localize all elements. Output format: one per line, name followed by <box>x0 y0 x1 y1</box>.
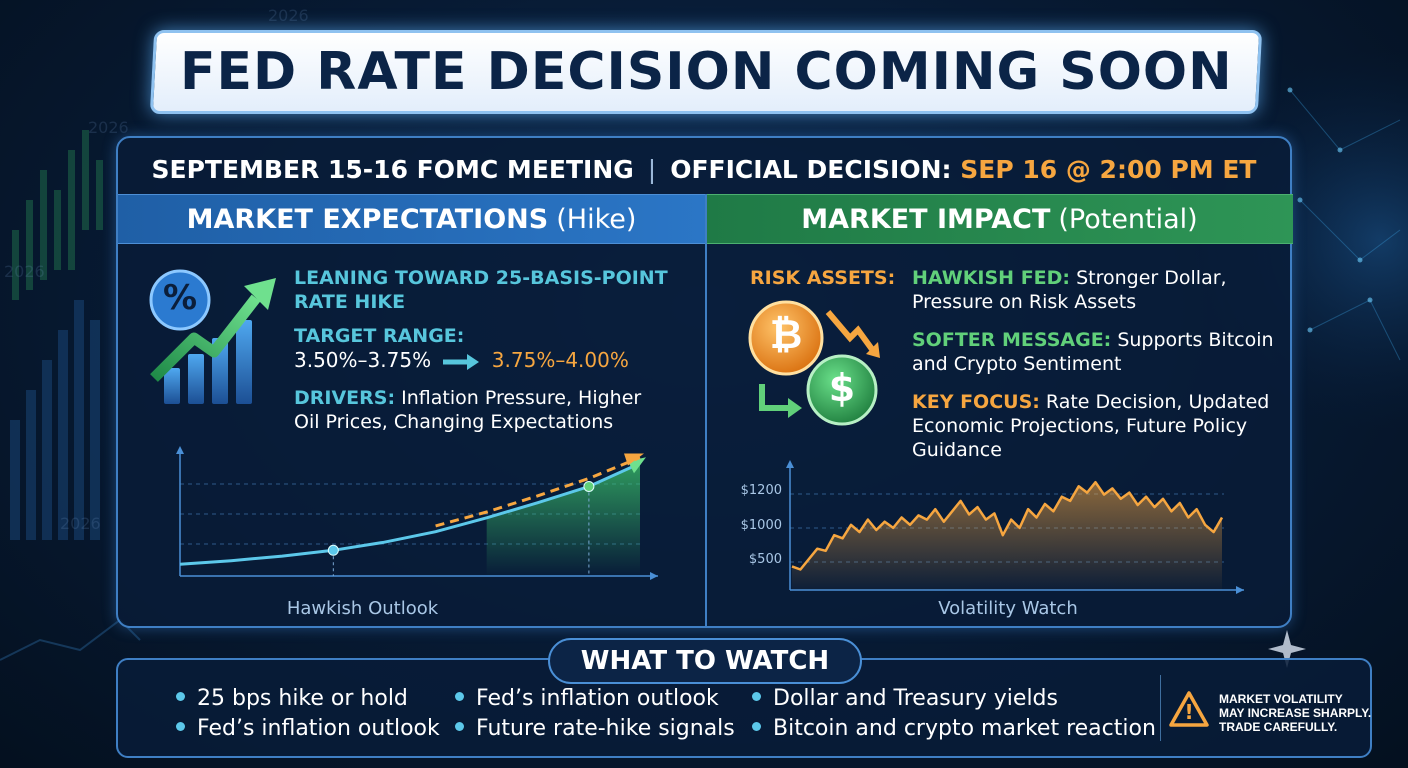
bitcoin-icon: ₿ <box>769 312 803 358</box>
impact-header: MARKET IMPACT (Potential) <box>706 194 1293 244</box>
expectations-heading-sub: (Hike) <box>556 203 637 235</box>
decision-time: SEP 16 @ 2:00 PM ET <box>960 154 1257 184</box>
risk-assets-label: RISK ASSETS: <box>750 267 896 289</box>
sparkle-icon <box>1268 630 1306 668</box>
y-tick-label: $1000 <box>740 518 782 533</box>
outlook-area <box>486 463 640 576</box>
background-year-label: 2026 <box>88 118 129 137</box>
hawkish-line-1: HAWKISH FED: Stronger Dollar, <box>912 266 1227 290</box>
watch-item: Fed’s inflation outlook <box>455 686 719 711</box>
warning-divider <box>1160 675 1161 741</box>
lean-line-2: RATE HIKE <box>294 291 406 313</box>
background-year-label: 2026 <box>60 514 101 533</box>
target-label: TARGET RANGE: <box>294 325 465 347</box>
projection-line <box>435 456 641 528</box>
drivers-text-1: Inflation Pressure, Higher <box>401 387 642 409</box>
watch-item: Future rate-hike signals <box>455 716 735 741</box>
volatility-line <box>791 480 1224 571</box>
target-range: 3.50%–3.75% 3.75%–4.00% <box>294 348 629 372</box>
warning-symbol: ! <box>1184 700 1194 724</box>
data-point <box>583 480 595 492</box>
softer-line-1: SOFTER MESSAGE: Supports Bitcoin <box>912 328 1274 352</box>
expectations-heading: MARKET EXPECTATIONS <box>186 203 549 235</box>
x-axis-arrow <box>1236 586 1244 594</box>
data-point <box>327 544 339 556</box>
hawkish-outlook-caption: Hawkish Outlook <box>286 598 439 619</box>
lean-line-1: LEANING TOWARD 25-BASIS-POINT <box>294 267 668 289</box>
softer-text-1: Supports Bitcoin <box>1117 329 1274 351</box>
hawkish-text-1: Stronger Dollar, <box>1076 267 1227 289</box>
softer-line-2: and Crypto Sentiment <box>912 353 1122 375</box>
focus-label: KEY FOCUS: <box>912 391 1040 413</box>
decision-label: OFFICIAL DECISION: <box>670 154 952 184</box>
drivers-line-2: Oil Prices, Changing Expectations <box>294 411 614 433</box>
main-panel: SEPTEMBER 15-16 FOMC MEETING | OFFICIAL … <box>116 136 1293 628</box>
percent-icon: % <box>162 278 198 318</box>
softer-label: SOFTER MESSAGE: <box>912 329 1112 351</box>
watch-item: Bitcoin and crypto market reaction <box>752 716 1156 741</box>
hawkish-label: HAWKISH FED: <box>912 267 1071 289</box>
crypto-dollar-icon <box>748 300 880 426</box>
focus-line-3: Guidance <box>912 439 1002 461</box>
target-to: 3.75%–4.00% <box>491 348 629 372</box>
impact-heading-sub: (Potential) <box>1058 203 1198 235</box>
focus-text-1: Rate Decision, Updated <box>1045 391 1270 413</box>
hawkish-line-2: Pressure on Risk Assets <box>912 291 1137 313</box>
warning-text: MARKET VOLATILITY MAY INCREASE SHARPLY. … <box>1219 692 1372 734</box>
volatility-watch-chart <box>786 460 1244 594</box>
focus-line-2: Economic Projections, Future Policy <box>912 415 1248 437</box>
meeting-separator: | <box>647 154 657 184</box>
drivers-label: DRIVERS: <box>294 387 396 409</box>
watch-item: Fed’s inflation outlook <box>176 716 440 741</box>
watch-item: 25 bps hike or hold <box>176 686 408 711</box>
warning-icon <box>1169 691 1209 727</box>
percent-badge <box>149 269 211 331</box>
meeting-dates: SEPTEMBER 15-16 FOMC MEETING <box>151 154 634 184</box>
what-to-watch-heading: WHAT TO WATCH <box>548 638 862 684</box>
y-tick-label: $500 <box>748 552 782 567</box>
impact-heading: MARKET IMPACT <box>801 203 1051 235</box>
drivers-line-1: DRIVERS: Inflation Pressure, Higher <box>294 386 641 410</box>
background-year-label: 2026 <box>4 262 45 281</box>
expectations-header: MARKET EXPECTATIONS (Hike) <box>118 194 705 244</box>
meeting-bar: SEPTEMBER 15-16 FOMC MEETING | OFFICIAL … <box>118 144 1290 194</box>
column-divider <box>705 194 707 628</box>
title-banner: FED RATE DECISION COMING SOON <box>149 30 1263 114</box>
x-axis-arrow <box>650 572 658 580</box>
target-from: 3.50%–3.75% <box>294 348 432 372</box>
dollar-icon: $ <box>828 366 856 410</box>
outlook-line <box>179 461 641 566</box>
y-axis-arrow <box>786 460 794 468</box>
arrow-right-icon <box>443 353 480 370</box>
projection-arrowhead <box>624 453 644 466</box>
background-year-label: 2026 <box>268 6 309 25</box>
y-tick-label: $1200 <box>740 483 782 498</box>
hawkish-outlook-chart <box>176 446 658 580</box>
volatility-watch-caption: Volatility Watch <box>938 598 1078 619</box>
page-title: FED RATE DECISION COMING SOON <box>179 42 1233 102</box>
focus-line-1: KEY FOCUS: Rate Decision, Updated <box>912 390 1269 414</box>
volatility-area <box>792 482 1222 590</box>
y-axis-arrow <box>176 446 184 454</box>
watch-item: Dollar and Treasury yields <box>752 686 1058 711</box>
growth-chart-icon <box>150 278 276 404</box>
